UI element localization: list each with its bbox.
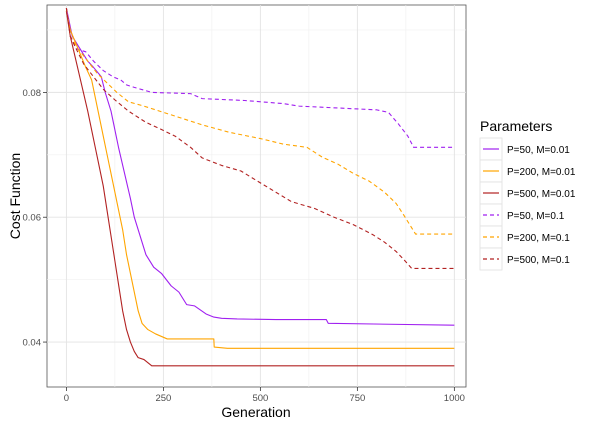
y-axis-label: Cost Function bbox=[7, 153, 23, 239]
y-tick-label: 0.04 bbox=[23, 338, 42, 349]
legend: Parameters P=50, M=0.01P=200, M=0.01P=50… bbox=[479, 118, 576, 271]
series-line-4 bbox=[65, 8, 455, 148]
legend-entry-label: P=500, M=0.1 bbox=[507, 255, 570, 266]
series-line-2 bbox=[65, 11, 455, 349]
series-lines bbox=[65, 8, 455, 367]
legend-entry-label: P=500, M=0.01 bbox=[507, 189, 576, 200]
x-tick-label: 250 bbox=[155, 393, 171, 404]
panel-background bbox=[46, 4, 467, 388]
x-tick-label: 500 bbox=[252, 393, 268, 404]
axes: 0 250 500 750 1000 0.04 0.06 0.08 bbox=[23, 88, 465, 404]
legend-entry-label: P=200, M=0.1 bbox=[507, 233, 570, 244]
legend-entry-label: P=200, M=0.01 bbox=[507, 167, 576, 178]
legend-entries: P=50, M=0.01 P=200, M=0.01 P=500, M=0.01 P=… bbox=[479, 137, 576, 271]
y-tick-label: 0.06 bbox=[23, 213, 42, 224]
y-tick-label: 0.08 bbox=[23, 88, 42, 99]
x-axis-label: Generation bbox=[221, 404, 290, 420]
series-line-6 bbox=[65, 8, 455, 269]
x-tick-label: 750 bbox=[349, 393, 365, 404]
x-tick-label: 1000 bbox=[444, 393, 465, 404]
series-line-3 bbox=[65, 11, 455, 367]
x-tick-label: 0 bbox=[64, 393, 69, 404]
legend-entry-label: P=50, M=0.1 bbox=[507, 211, 565, 222]
series-line-1 bbox=[65, 8, 455, 326]
legend-title: Parameters bbox=[480, 118, 552, 134]
gridlines bbox=[47, 5, 466, 387]
legend-entry-label: P=50, M=0.01 bbox=[507, 145, 570, 156]
